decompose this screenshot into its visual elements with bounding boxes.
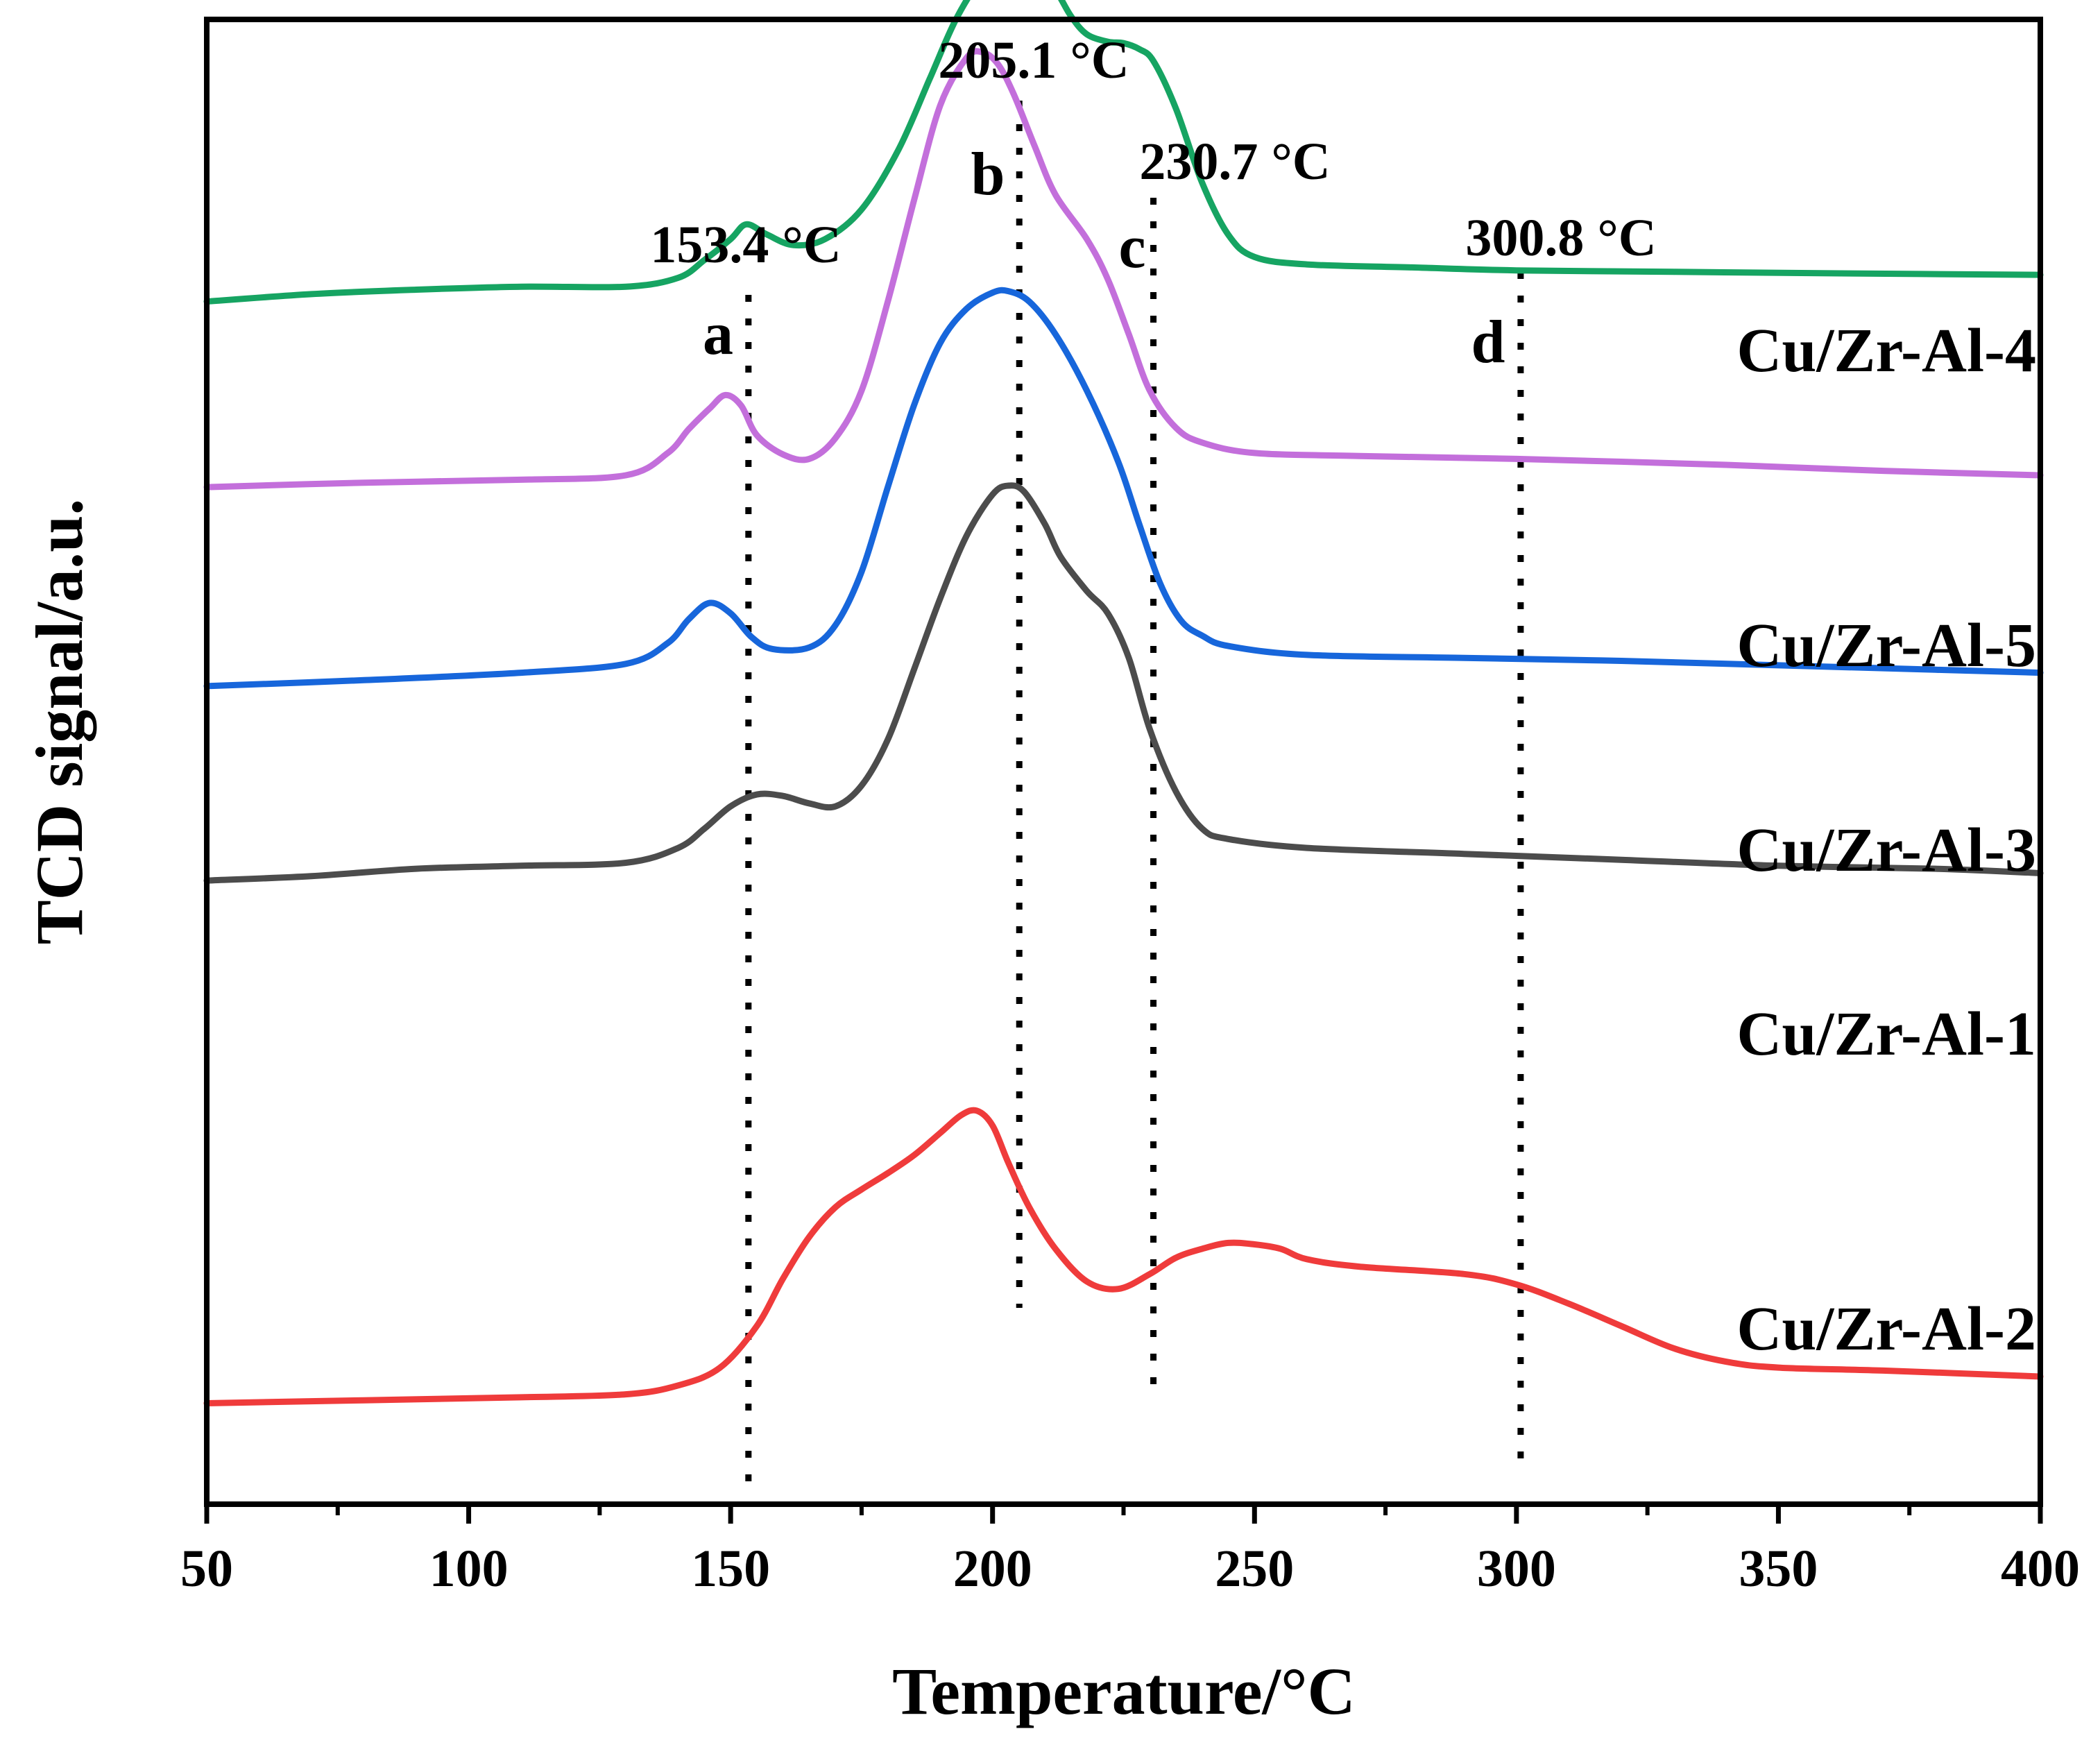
- reference-temp-label-a: 153.4 °C: [650, 216, 841, 274]
- reference-letter-b: b: [971, 141, 1005, 208]
- x-tick-label: 150: [691, 1540, 770, 1598]
- reference-letter-c: c: [1118, 214, 1145, 281]
- series-label-cu-zr-al-4: Cu/Zr-Al-4: [1736, 316, 2036, 385]
- x-tick-label: 350: [1739, 1540, 1818, 1598]
- reference-lines: [745, 101, 1524, 1488]
- x-axis-tick-labels: 50 100 150 200 250 300 350 400: [180, 1540, 2080, 1598]
- series-label-cu-zr-al-5: Cu/Zr-Al-5: [1736, 611, 2036, 680]
- series-line-cu-zr-al-1: [203, 482, 2044, 884]
- series-lines: [203, 0, 2044, 1406]
- series-line-cu-zr-al-2: [203, 1107, 2044, 1406]
- series-line-cu-zr-al-4: [203, 0, 2044, 305]
- reference-temp-label-d: 300.8 °C: [1465, 209, 1656, 267]
- series-line-cu-zr-al-3: [203, 287, 2044, 690]
- x-tick-label: 50: [180, 1540, 233, 1598]
- reference-labels: 153.4 °C a 205.1 °C b 230.7 °C c 300.8 °C d: [650, 31, 1656, 376]
- x-tick-label: 200: [953, 1540, 1032, 1598]
- x-tick-label: 400: [2001, 1540, 2080, 1598]
- x-tick-label: 300: [1477, 1540, 1556, 1598]
- reference-letter-d: d: [1471, 309, 1505, 376]
- y-axis-title: TCD signal/a.u.: [22, 499, 96, 945]
- x-tick-label: 100: [429, 1540, 509, 1598]
- reference-letter-a: a: [703, 300, 733, 368]
- x-axis-title: Temperature/°C: [892, 1654, 1356, 1728]
- series-label-cu-zr-al-1: Cu/Zr-Al-1: [1736, 1000, 2036, 1068]
- series-label-cu-zr-al-3: Cu/Zr-Al-3: [1736, 816, 2036, 885]
- reference-temp-label-b: 205.1 °C: [938, 31, 1129, 90]
- reference-temp-label-c: 230.7 °C: [1139, 133, 1330, 191]
- series-label-cu-zr-al-2: Cu/Zr-Al-2: [1736, 1295, 2036, 1363]
- x-axis-ticks: [204, 1504, 2043, 1524]
- series-line-cu-zr-al-5: [203, 48, 2044, 491]
- series-labels: Cu/Zr-Al-4 Cu/Zr-Al-5 Cu/Zr-Al-3 Cu/Zr-Al-1…: [1736, 316, 2036, 1363]
- x-tick-label: 250: [1215, 1540, 1294, 1598]
